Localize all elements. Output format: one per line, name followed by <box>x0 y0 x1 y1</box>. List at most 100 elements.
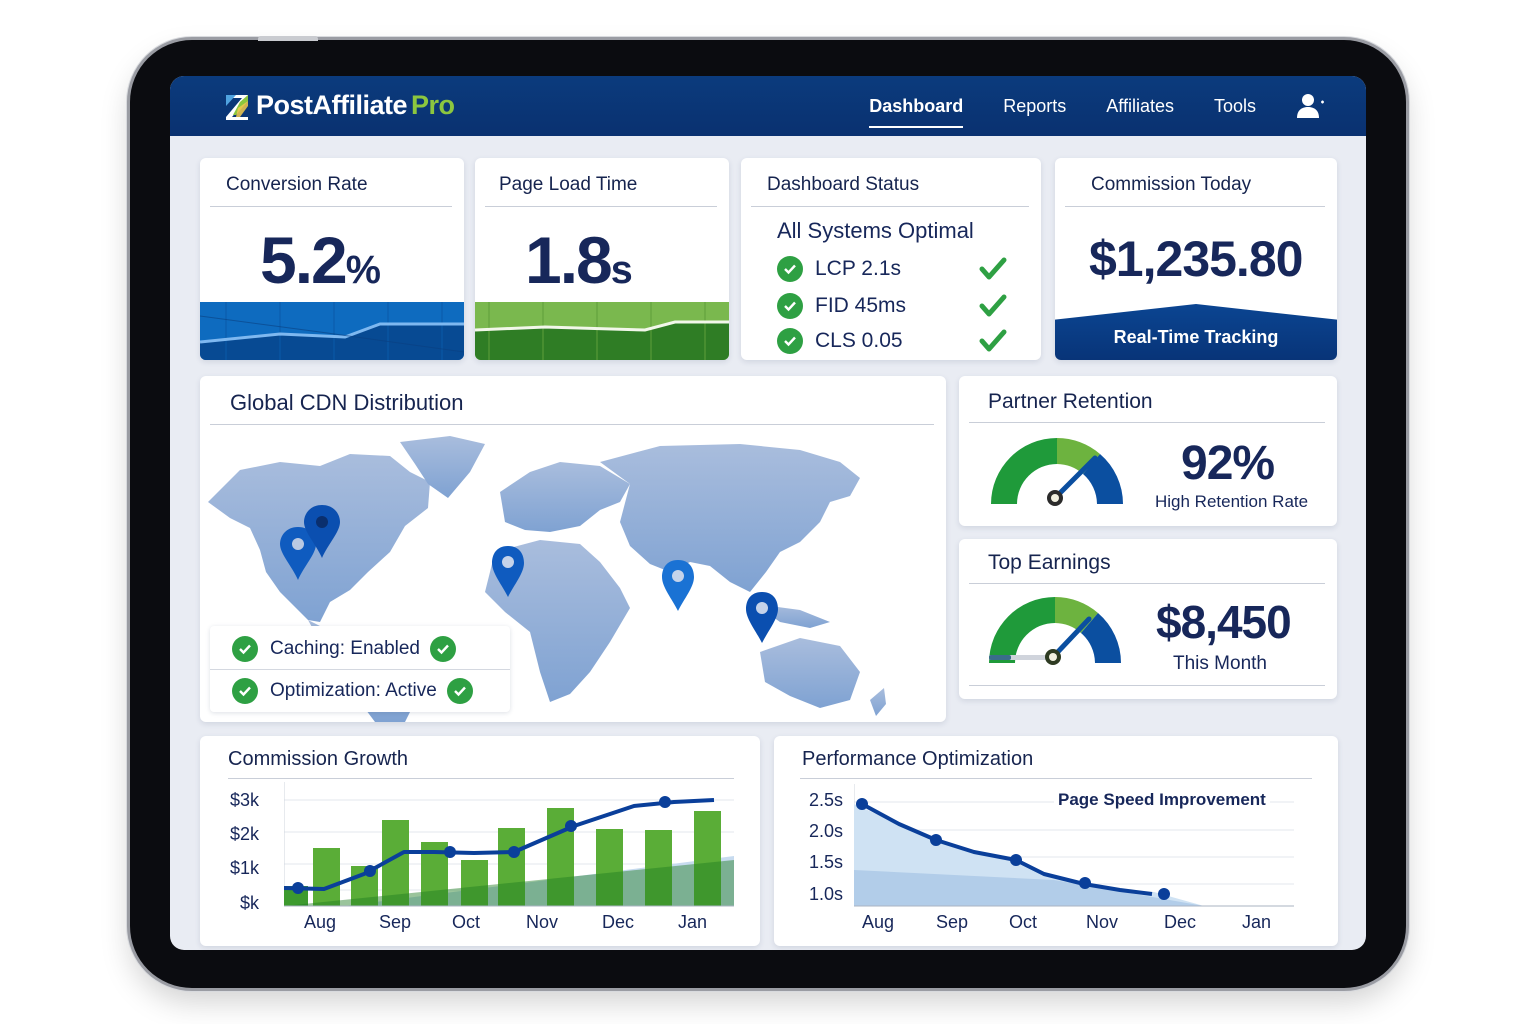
status-label: FID 45ms <box>815 294 907 317</box>
divider <box>969 422 1325 423</box>
checkmark-icon <box>979 294 1007 317</box>
x-tick: Oct <box>452 912 481 932</box>
nav-reports[interactable]: Reports <box>1003 95 1067 116</box>
cdn-pin-icon <box>280 505 778 643</box>
checkmark-icon <box>979 329 1007 352</box>
check-circle-icon <box>232 636 258 662</box>
x-tick: Dec <box>1164 912 1197 932</box>
y-tick: 2.0s <box>809 821 844 841</box>
caching-label: Caching: Enabled <box>270 638 420 659</box>
x-tick: Oct <box>1009 912 1038 932</box>
commission-growth-card: Commission Growth $3k $2k $1k $k <box>200 736 760 946</box>
caching-status: Caching: Enabled <box>232 636 468 662</box>
optimization-status: Optimization: Active <box>232 678 485 704</box>
card-title: Conversion Rate <box>226 174 368 195</box>
y-tick: $k <box>240 893 260 913</box>
page-load-time-card[interactable]: Page Load Time 1.8s <box>475 158 729 360</box>
brand-accent: Pro <box>411 90 455 120</box>
value-number: 1.8 <box>525 223 613 297</box>
top-earnings-card[interactable]: Top Earnings $8,450 This Month <box>959 539 1337 699</box>
x-tick: Nov <box>526 912 559 932</box>
status-item-cls: CLS 0.05 <box>777 328 1007 354</box>
y-tick: 1.0s <box>809 884 844 904</box>
card-title: Dashboard Status <box>767 174 920 195</box>
check-circle-icon <box>232 678 258 704</box>
commission-today-value: $1,235.80 <box>1089 231 1303 287</box>
real-time-tracking-banner[interactable]: Real-Time Tracking <box>1055 304 1337 360</box>
conversion-rate-card[interactable]: Conversion Rate 5.2% <box>200 158 464 360</box>
y-tick: 2.5s <box>809 790 844 810</box>
value-unit: s <box>610 248 633 292</box>
user-icon[interactable] <box>1296 93 1326 119</box>
retention-value: 92% <box>1181 437 1275 490</box>
check-circle-icon <box>430 636 456 662</box>
status-item-fid: FID 45ms <box>777 293 1007 319</box>
device-power-button <box>258 36 318 41</box>
partner-retention-card[interactable]: Partner Retention 92% High Retention Rat… <box>959 376 1337 526</box>
cdn-status-panel: Caching: Enabled Optimization: Active <box>210 626 510 712</box>
conversion-sparkline <box>200 302 464 360</box>
chart-title: Performance Optimization <box>802 748 1034 770</box>
commission-growth-chart <box>284 782 734 907</box>
x-tick: Nov <box>1086 912 1119 932</box>
y-tick: 1.5s <box>809 852 844 872</box>
card-title: Page Load Time <box>499 174 638 195</box>
status-label: CLS 0.05 <box>815 329 903 352</box>
world-map <box>208 436 886 722</box>
value-number: 5.2 <box>260 223 348 297</box>
check-circle-icon <box>777 328 803 354</box>
x-tick: Sep <box>379 912 412 932</box>
y-tick: $2k <box>230 824 260 844</box>
divider <box>751 206 1029 207</box>
divider <box>485 206 717 207</box>
x-tick: Aug <box>304 912 337 932</box>
checkmark-icon <box>979 257 1007 280</box>
divider <box>800 778 1312 779</box>
brand-logo[interactable]: PostAffiliate Pro <box>224 90 455 121</box>
retention-gauge <box>991 438 1123 506</box>
divider <box>969 583 1325 584</box>
earnings-value: $8,450 <box>1156 596 1292 648</box>
status-item-lcp: LCP 2.1s <box>777 256 1007 282</box>
check-circle-icon <box>446 678 473 704</box>
x-tick: Dec <box>602 912 635 932</box>
page-speed-chart <box>854 784 1294 907</box>
divider <box>210 669 510 670</box>
check-circle-icon <box>777 293 803 319</box>
x-tick: Aug <box>862 912 895 932</box>
performance-optimization-card: Performance Optimization 2.5s 2.0s 1.5s … <box>774 736 1338 946</box>
value-unit: % <box>345 248 381 292</box>
earnings-subtitle: This Month <box>1173 653 1267 674</box>
card-title: Top Earnings <box>988 551 1111 574</box>
optimization-label: Optimization: Active <box>270 680 437 701</box>
nav-affiliates[interactable]: Affiliates <box>1106 95 1174 116</box>
logo-mark-icon <box>226 94 248 120</box>
x-tick: Jan <box>678 912 708 932</box>
page-load-sparkline <box>475 302 729 360</box>
divider <box>1065 206 1325 207</box>
dashboard-status-card[interactable]: Dashboard Status All Systems Optimal LCP… <box>741 158 1041 360</box>
status-headline: All Systems Optimal <box>777 218 974 243</box>
nav-dashboard[interactable]: Dashboard <box>869 92 964 128</box>
x-tick: Jan <box>1242 912 1272 932</box>
commission-today-card[interactable]: Commission Today $1,235.80 Real-Time Tra… <box>1055 158 1337 360</box>
conversion-rate-value: 5.2% <box>260 222 381 298</box>
status-label: LCP 2.1s <box>815 257 901 280</box>
page-load-time-value: 1.8s <box>525 222 633 298</box>
retention-subtitle: High Retention Rate <box>1155 492 1309 511</box>
top-nav-bar: PostAffiliate Pro Dashboard Reports Affi… <box>170 76 1366 136</box>
dashboard-screen: PostAffiliate Pro Dashboard Reports Affi… <box>170 76 1366 950</box>
x-tick: Sep <box>936 912 969 932</box>
divider <box>228 778 734 779</box>
chart-title: Commission Growth <box>228 748 409 770</box>
banner-label: Real-Time Tracking <box>1113 327 1279 347</box>
divider <box>969 685 1325 686</box>
card-title: Global CDN Distribution <box>230 390 464 415</box>
card-title: Partner Retention <box>988 390 1153 413</box>
nav-tools[interactable]: Tools <box>1213 95 1256 116</box>
chart-annotation: Page Speed Improvement <box>1054 790 1270 810</box>
global-cdn-card: Global CDN Distribution <box>200 376 946 722</box>
brand-name: PostAffiliate <box>256 90 408 120</box>
check-circle-icon <box>777 256 803 282</box>
card-title: Commission Today <box>1091 174 1252 195</box>
